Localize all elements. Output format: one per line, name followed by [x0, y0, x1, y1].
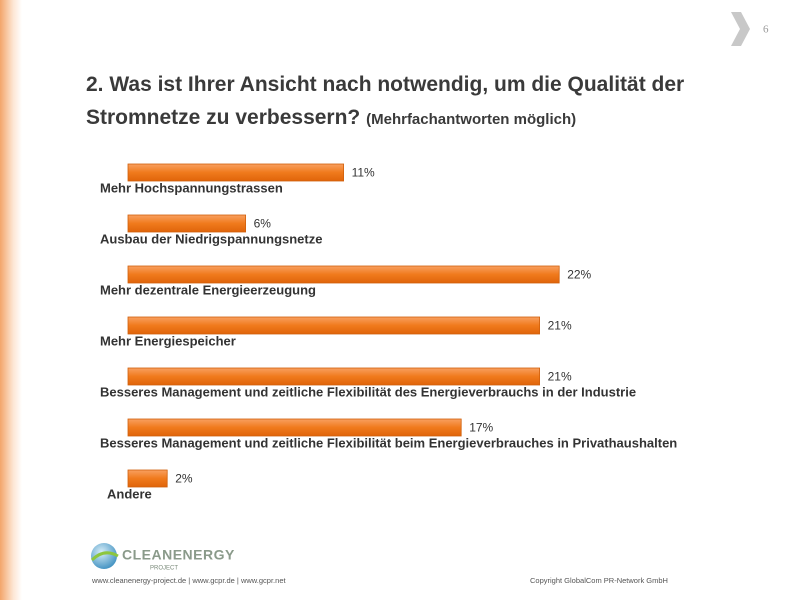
bar: [127, 469, 168, 488]
value-label: 21%: [548, 319, 572, 333]
category-label: Mehr Energiespeicher: [100, 333, 236, 348]
value-label: 17%: [469, 421, 493, 435]
bar: [127, 316, 541, 335]
category-label: Mehr Hochspannungstrassen: [100, 180, 283, 195]
logo-subtext: PROJECT: [150, 566, 178, 572]
value-label: 2%: [175, 472, 193, 486]
bar: [127, 367, 541, 386]
chart-title: 2. Was ist Ihrer Ansicht nach notwendig,…: [86, 73, 685, 129]
chart-subtitle: (Mehrfachantworten möglich): [366, 111, 577, 128]
category-label: Besseres Management und zeitliche Flexib…: [100, 384, 636, 399]
category-label: Besseres Management und zeitliche Flexib…: [100, 435, 677, 450]
category-label: Ausbau der Niedrigspannungsnetze: [100, 231, 322, 246]
category-label: Mehr dezentrale Energieerzeugung: [100, 282, 316, 297]
bar: [127, 265, 560, 284]
logo-globe: [91, 543, 117, 569]
bar: [127, 214, 246, 233]
footer-links: www.cleanenergy-project.de | www.gcpr.de…: [91, 576, 286, 585]
value-label: 11%: [352, 166, 375, 180]
bar: [127, 163, 345, 182]
copyright: Copyright GlobalCom PR-Network GmbH: [530, 576, 668, 585]
bar: [127, 418, 462, 437]
value-label: 21%: [548, 370, 572, 384]
side-strip: [0, 0, 22, 600]
logo-text: CLEANENERGY: [122, 547, 235, 563]
chevron: [731, 12, 750, 46]
value-label: 6%: [254, 217, 272, 231]
title-block: 2. Was ist Ihrer Ansicht nach notwendig,…: [86, 68, 766, 136]
page-number: 6: [763, 24, 769, 36]
logo-swoosh: [90, 551, 119, 562]
category-label: Andere: [107, 486, 152, 501]
value-label: 22%: [567, 268, 591, 282]
